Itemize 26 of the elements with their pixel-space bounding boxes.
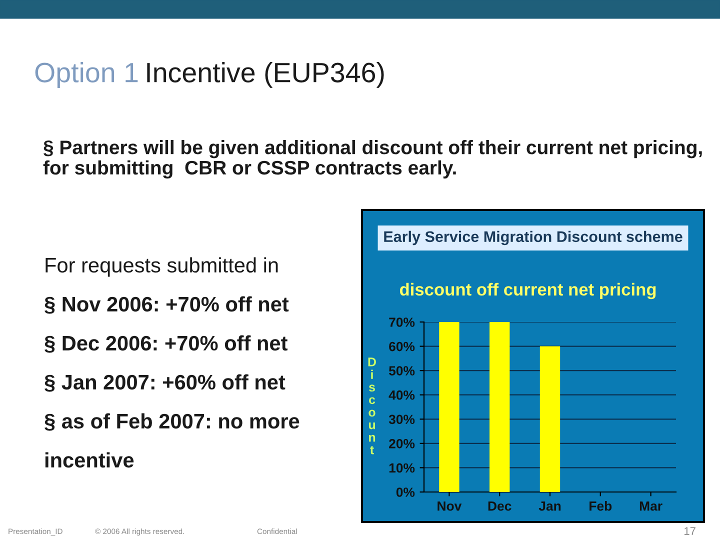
text: § Nov 2006: +70% off net [44, 296, 289, 314]
text: For requests submitted in [46, 257, 278, 277]
x-tick-label: Dec [488, 502, 512, 511]
y-axis-title: Discount [368, 358, 376, 454]
y-tick-label: 20% [389, 438, 415, 448]
text: § as of Feb 2007: no more [44, 413, 300, 431]
chart-subtitle: discount off current net pricing [400, 282, 656, 300]
text: incentive [45, 452, 134, 468]
chart-title: Early Service Migration Discount scheme [384, 230, 682, 246]
x-tick-label: Nov [438, 502, 462, 511]
y-tick-label: 30% [388, 414, 415, 424]
x-tick-label: Jan [538, 502, 561, 511]
text: § Dec 2006: +70% off net [44, 335, 288, 353]
text: Incentive (EUP346) [147, 62, 384, 88]
y-tick-label: 0% [396, 488, 415, 497]
x-tick-label: Feb [590, 501, 612, 511]
text: § Jan 2007: +60% off net [44, 374, 286, 392]
text: 17 [684, 527, 696, 535]
x-tick-label: Mar [640, 502, 662, 511]
y-tick-label: 40% [388, 390, 415, 400]
y-tick-label: 70% [389, 318, 415, 327]
text: § Partners will be given additional discount off their current net pricing, for submitting CBR or CSSP contracts early. [43, 140, 702, 179]
text: Option 1 [35, 62, 138, 88]
y-tick-label: 50% [388, 366, 415, 376]
y-tick-label: 10% [389, 463, 415, 473]
y-tick-label: 60% [389, 342, 415, 352]
